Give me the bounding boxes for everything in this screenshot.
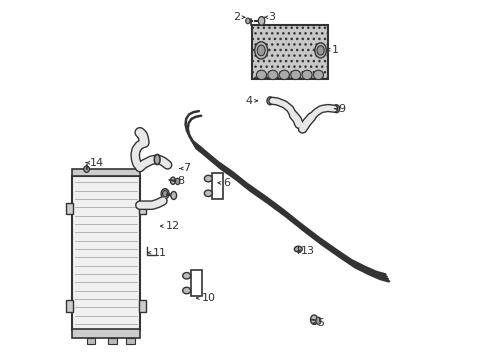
Text: 13: 13 xyxy=(301,246,315,256)
Bar xyxy=(72,329,140,338)
Bar xyxy=(139,300,147,312)
Ellipse shape xyxy=(245,18,250,24)
Ellipse shape xyxy=(302,70,312,80)
Bar xyxy=(108,338,117,344)
Bar xyxy=(191,270,202,296)
Ellipse shape xyxy=(268,70,278,80)
Ellipse shape xyxy=(315,43,326,58)
Text: 6: 6 xyxy=(223,178,230,188)
Text: 7: 7 xyxy=(183,163,191,174)
Ellipse shape xyxy=(291,70,301,80)
Bar xyxy=(139,203,147,214)
Bar xyxy=(126,338,135,344)
Bar xyxy=(72,169,140,176)
Ellipse shape xyxy=(154,154,160,165)
Ellipse shape xyxy=(255,42,268,59)
Bar xyxy=(72,176,140,330)
Ellipse shape xyxy=(267,97,273,105)
Text: 12: 12 xyxy=(166,221,179,231)
Text: 4: 4 xyxy=(246,96,253,106)
Text: 10: 10 xyxy=(201,293,216,303)
Text: 1: 1 xyxy=(332,45,339,55)
Ellipse shape xyxy=(84,166,90,172)
Ellipse shape xyxy=(294,246,302,252)
Ellipse shape xyxy=(163,190,168,197)
Ellipse shape xyxy=(333,105,340,113)
Text: 14: 14 xyxy=(90,158,104,168)
Ellipse shape xyxy=(204,175,212,182)
Text: 9: 9 xyxy=(338,104,345,114)
Bar xyxy=(252,25,328,79)
Ellipse shape xyxy=(314,70,323,80)
Ellipse shape xyxy=(161,189,169,199)
Bar xyxy=(66,300,73,312)
Ellipse shape xyxy=(317,46,324,55)
Ellipse shape xyxy=(256,70,267,80)
Ellipse shape xyxy=(183,287,191,294)
Ellipse shape xyxy=(316,317,321,324)
Ellipse shape xyxy=(279,70,289,80)
Bar xyxy=(212,173,222,199)
Ellipse shape xyxy=(257,45,265,56)
Ellipse shape xyxy=(183,273,191,279)
Text: 3: 3 xyxy=(269,12,275,22)
Text: 5: 5 xyxy=(318,318,324,328)
Ellipse shape xyxy=(258,17,265,25)
Text: 2: 2 xyxy=(233,12,240,22)
Bar xyxy=(87,338,95,344)
Text: 11: 11 xyxy=(152,248,167,258)
Text: 8: 8 xyxy=(178,176,185,186)
Ellipse shape xyxy=(171,192,176,199)
Bar xyxy=(66,203,73,214)
Ellipse shape xyxy=(171,177,175,184)
Ellipse shape xyxy=(204,190,212,197)
Ellipse shape xyxy=(175,178,180,185)
Ellipse shape xyxy=(311,315,318,324)
